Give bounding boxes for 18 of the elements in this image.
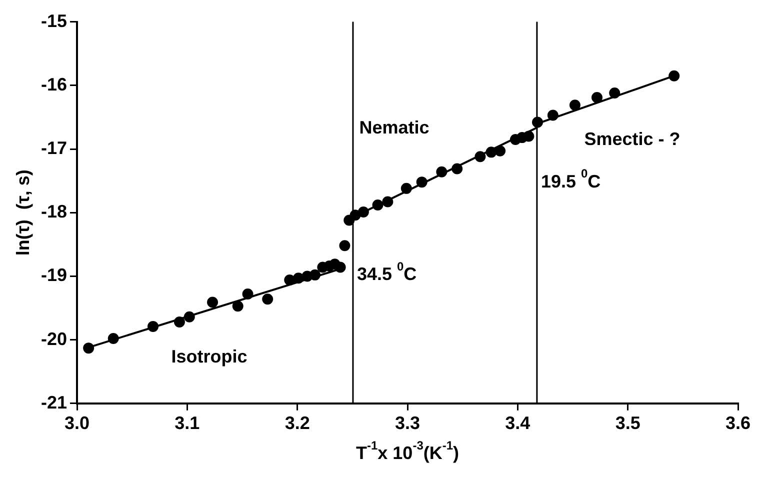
y-tick-label: -20 xyxy=(41,328,68,349)
y-tick-label: -17 xyxy=(41,138,68,158)
x-tick-label: 3.3 xyxy=(394,413,420,434)
y-tick-label: -15 xyxy=(41,10,68,31)
y-tick-label: -16 xyxy=(41,74,68,94)
x-tick-label: 3.6 xyxy=(725,413,751,434)
annotation: Smectic - ? xyxy=(584,129,680,150)
x-tick-label: 3.5 xyxy=(615,413,640,434)
y-axis-title: ln(τ) (τ, s) xyxy=(12,170,33,256)
x-tick-label: 3.4 xyxy=(505,413,530,434)
annotation: Isotropic xyxy=(171,346,248,367)
x-tick-label: 3.0 xyxy=(64,413,90,434)
x-tick-label: 3.1 xyxy=(174,413,200,434)
y-tick-label: -19 xyxy=(41,265,68,286)
y-tick-label: -18 xyxy=(41,202,68,222)
y-tick-label: -21 xyxy=(41,392,68,412)
annotation: Nematic xyxy=(359,118,430,138)
x-tick-label: 3.2 xyxy=(284,413,310,434)
